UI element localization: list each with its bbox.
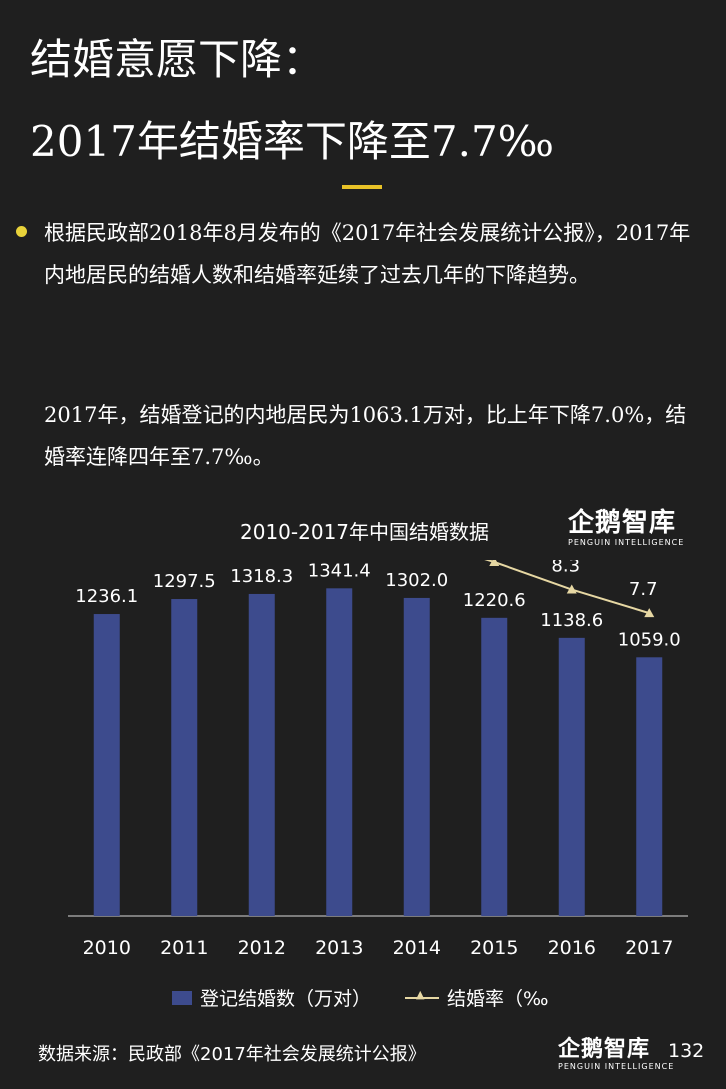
rate-point-2017	[644, 608, 655, 618]
logo-sub-footer: PENGUIN INTELLIGENCE	[558, 1062, 675, 1071]
rate-point-2015	[489, 560, 500, 566]
bar-2016	[558, 637, 585, 916]
bar-2017	[636, 657, 663, 916]
x-tick-2016: 2016	[548, 937, 596, 959]
x-tick-2015: 2015	[470, 937, 518, 959]
bar-label-2010: 1236.1	[75, 586, 138, 607]
paragraph-detail: 2017年，结婚登记的内地居民为1063.1万对，比上年下降7.0%，结婚率连降…	[44, 403, 687, 469]
page-number: 132	[668, 1040, 705, 1062]
bar-2014	[403, 597, 430, 916]
bar-label-2011: 1297.5	[153, 571, 216, 592]
rate-label-2016: 8.3	[551, 560, 580, 577]
data-source: 数据来源：民政部《2017年社会发展统计公报》	[38, 1044, 426, 1065]
logo-name-footer: 企鹅智库	[558, 1036, 651, 1062]
page-title-line2: 2017年结婚率下降至7.7‰	[30, 117, 555, 166]
x-tick-2011: 2011	[160, 937, 208, 959]
x-tick-2017: 2017	[625, 937, 673, 959]
page-title-line1: 结婚意愿下降：	[30, 35, 325, 84]
logo-sub: PENGUIN INTELLIGENCE	[568, 538, 685, 547]
bar-2015	[481, 617, 508, 916]
bar-label-2015: 1220.6	[463, 590, 526, 611]
bar-label-2016: 1138.6	[540, 610, 603, 631]
legend-line-label: 结婚率（‰	[447, 988, 549, 1010]
penguin-logo-footer: 企鹅智库 PENGUIN INTELLIGENCE	[558, 1036, 674, 1071]
title-accent-bar	[342, 185, 382, 189]
x-tick-2014: 2014	[393, 937, 441, 959]
bar-2010	[93, 614, 120, 916]
rate-point-2016	[566, 584, 577, 594]
marriage-chart: 1236.1 2010 1297.5 2011 1318.3 2012 1341.4 2013…	[68, 560, 688, 959]
bar-2013	[326, 588, 353, 916]
x-tick-2013: 2013	[315, 937, 363, 959]
chart-legend: 登记结婚数（万对） 结婚率（‰	[172, 984, 549, 1011]
rate-line	[484, 560, 650, 615]
penguin-logo: 企鹅智库 PENGUIN INTELLIGENCE	[568, 508, 684, 547]
x-tick-2012: 2012	[238, 937, 286, 959]
bar-2011	[171, 599, 198, 916]
bar-label-2012: 1318.3	[230, 566, 293, 587]
bar-2012	[248, 593, 275, 916]
legend-bar-label: 登记结婚数（万对）	[200, 988, 372, 1010]
chart-title: 2010-2017年中国结婚数据	[240, 520, 490, 544]
legend-line-swatch	[405, 988, 440, 1005]
bullet-dot-icon	[16, 226, 27, 237]
bar-label-2017: 1059.0	[618, 629, 681, 650]
x-tick-2010: 2010	[83, 937, 131, 959]
legend-bar-swatch	[172, 990, 192, 1005]
bar-label-2014: 1302.0	[385, 570, 448, 591]
bar-label-2013: 1341.4	[308, 560, 371, 581]
logo-name: 企鹅智库	[568, 508, 677, 538]
rate-label-2017: 7.7	[629, 579, 658, 600]
paragraph-intro: 根据民政部2018年8月发布的《2017年社会发展统计公报》，2017年内地居民…	[44, 221, 691, 287]
